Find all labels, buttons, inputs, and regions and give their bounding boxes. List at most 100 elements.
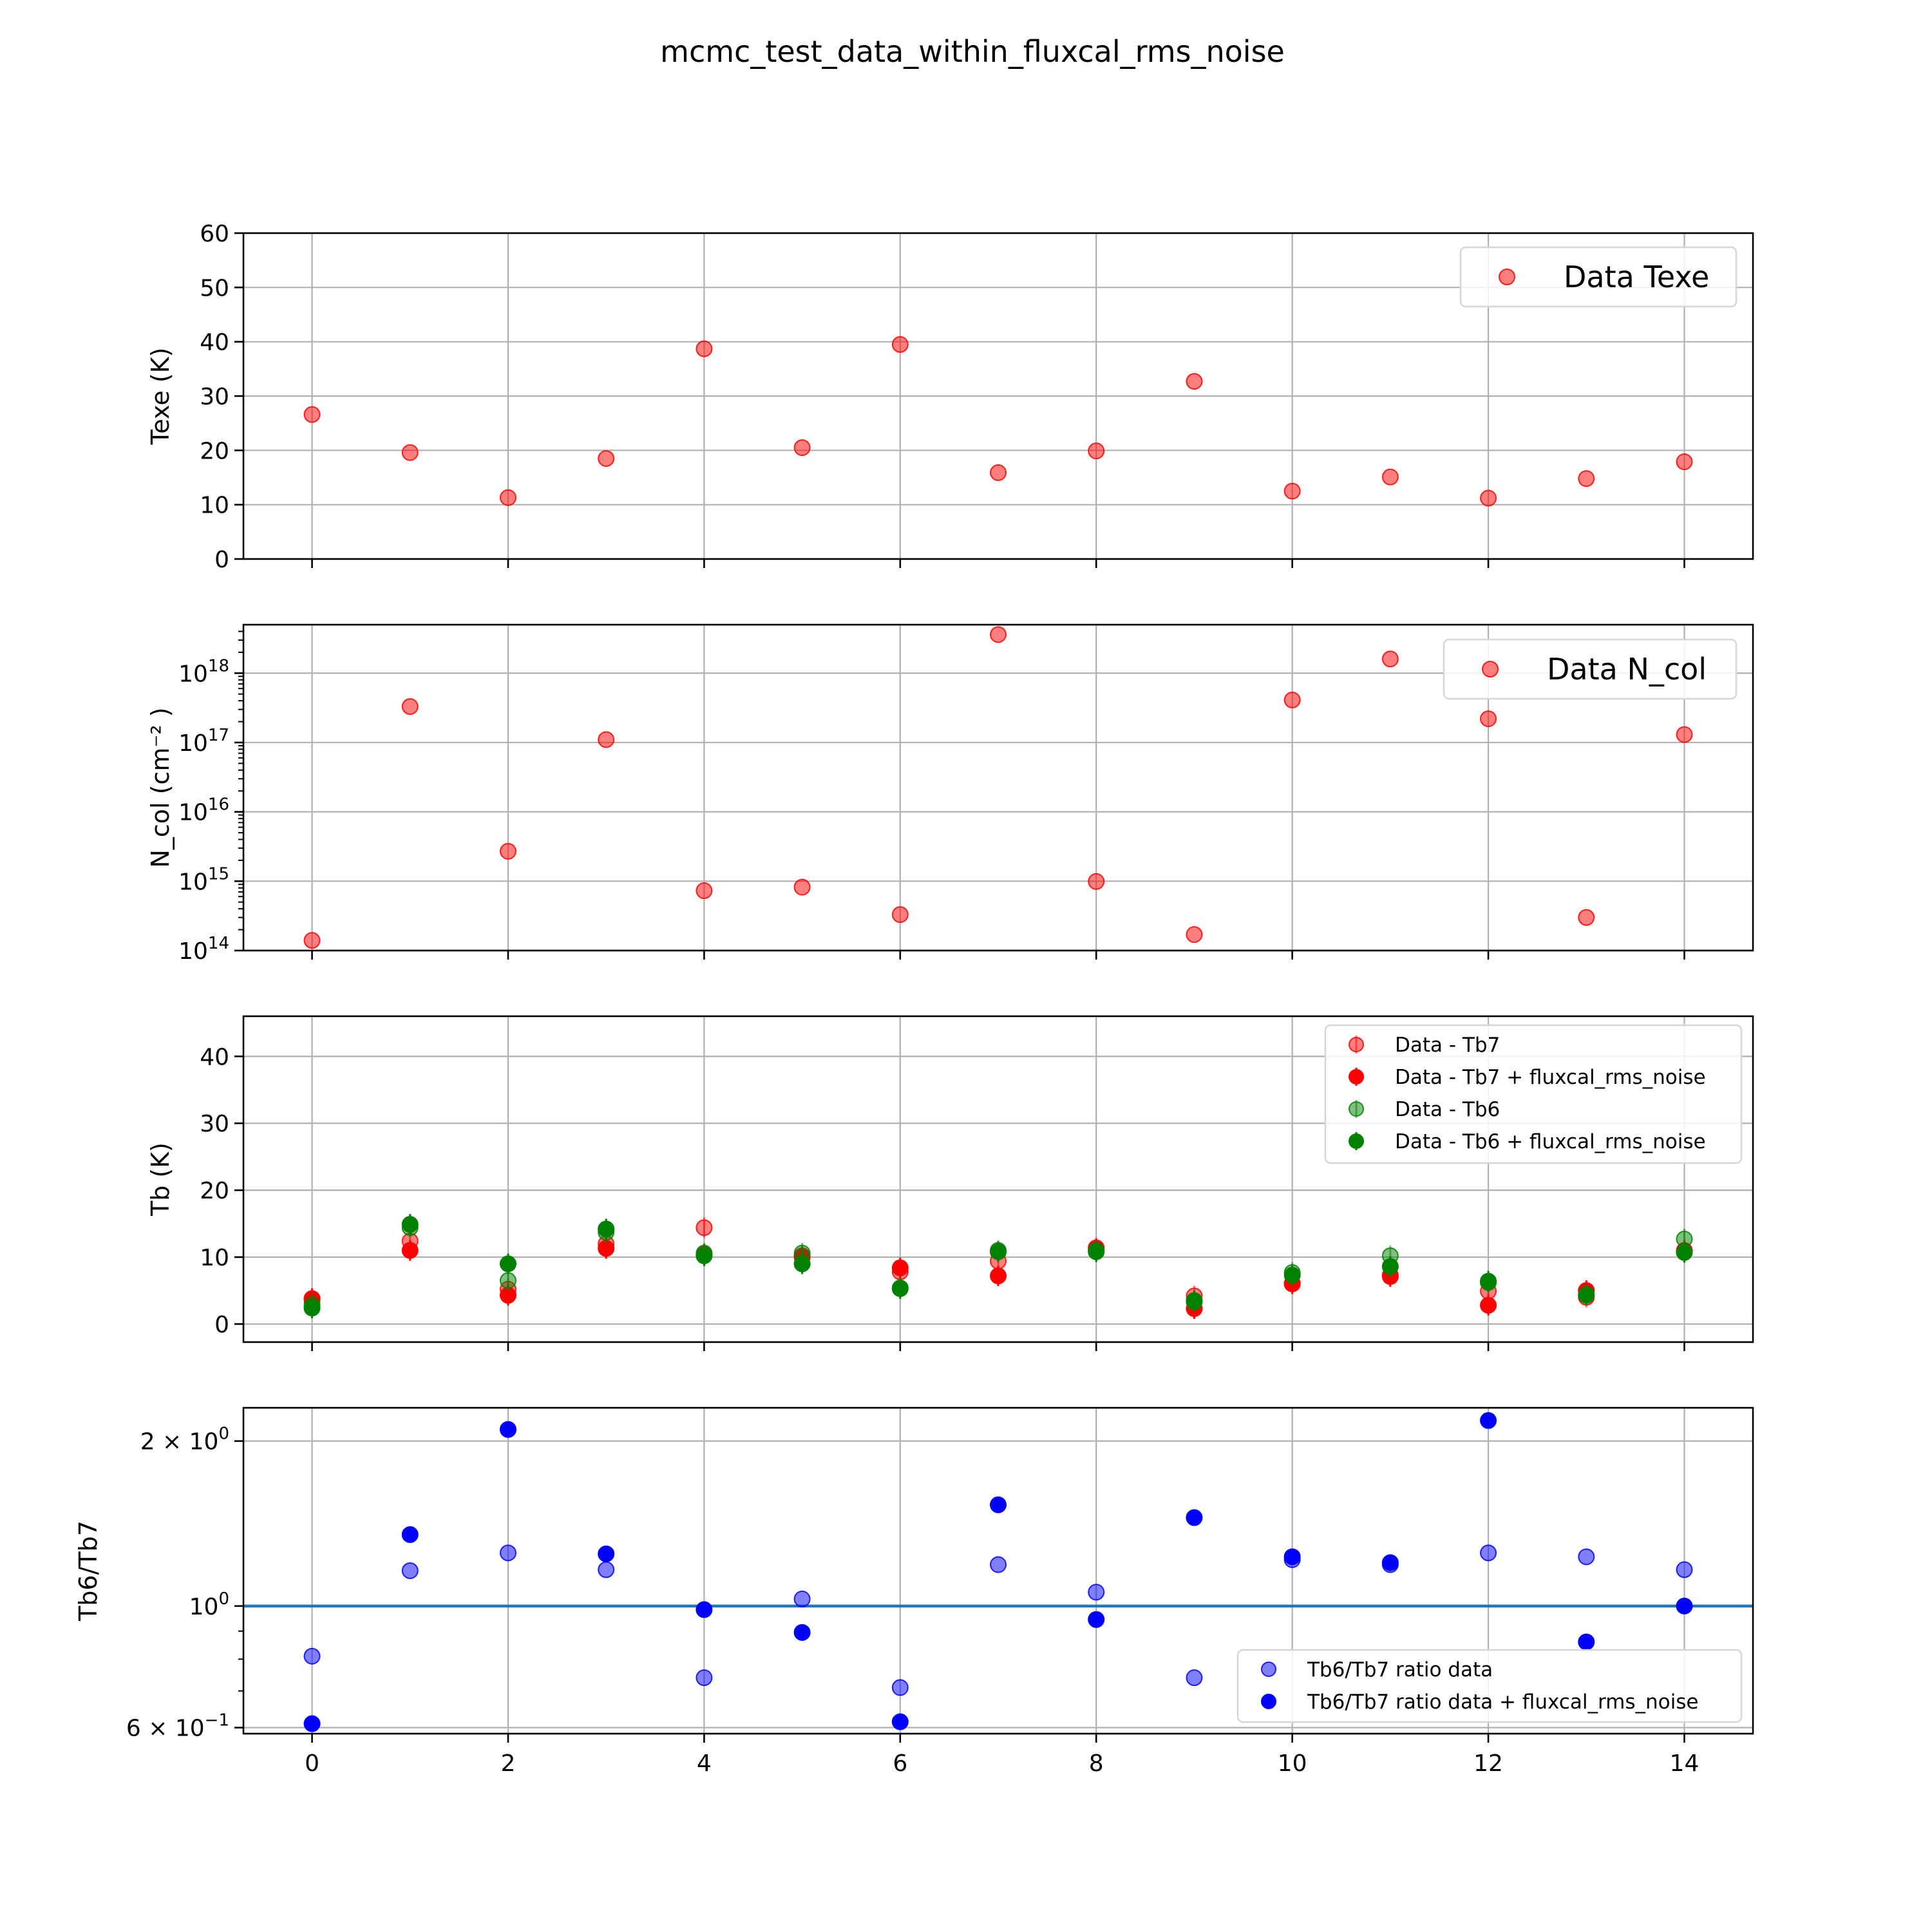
y-tick-label: 2 × 100 xyxy=(140,1425,229,1455)
subplot-4: 0 2 4 6 8 10 12 14 6 × 10−1 100 2 × 100 Tb6/Tb7 Tb6/… xyxy=(74,1406,1754,1777)
data-point xyxy=(793,878,811,896)
y-tick-label: 20 xyxy=(200,438,229,464)
data-point xyxy=(598,731,615,748)
legend: Data N_col xyxy=(1443,638,1738,700)
data-point xyxy=(303,406,321,423)
data-point xyxy=(990,464,1007,481)
y-tick-label: 100 xyxy=(189,1589,229,1620)
x-tick-label: 8 xyxy=(1089,1750,1104,1777)
y-tick-label: 40 xyxy=(200,1044,229,1070)
data-point xyxy=(598,1561,615,1578)
data-point xyxy=(793,439,811,457)
x-tick-label: 2 xyxy=(501,1750,516,1777)
data-point xyxy=(499,1421,516,1438)
data-point xyxy=(990,626,1007,643)
data-point xyxy=(696,1669,713,1687)
data-point xyxy=(1381,1554,1399,1571)
data-point xyxy=(1186,1292,1203,1309)
figure-title: mcmc_test_data_within_fluxcal_rms_noise xyxy=(660,34,1285,69)
legend-marker xyxy=(1261,1662,1276,1677)
data-point xyxy=(598,1220,615,1238)
data-point xyxy=(303,1300,321,1317)
legend-label: Data - Tb7 xyxy=(1395,1034,1500,1057)
legend: Data - Tb7 Data - Tb7 + fluxcal_rms_noise… xyxy=(1324,1024,1743,1164)
data-point xyxy=(1381,1258,1399,1275)
y-tick-label: 1014 xyxy=(178,934,229,965)
data-point xyxy=(598,450,615,467)
y-tick-label: 30 xyxy=(200,1111,229,1137)
data-point xyxy=(1578,1633,1595,1651)
legend: Data Texe xyxy=(1459,246,1738,308)
data-point xyxy=(1578,470,1595,488)
data-point xyxy=(303,932,321,949)
legend-label: Data Texe xyxy=(1564,260,1709,294)
y-axis-label: N_col (cm⁻² ) xyxy=(146,707,175,867)
legend-label: Tb6/Tb7 ratio data xyxy=(1307,1658,1493,1681)
data-point xyxy=(1480,1412,1497,1429)
data-point xyxy=(1676,1597,1693,1615)
data-point xyxy=(1283,1267,1301,1284)
data-point xyxy=(1088,442,1105,460)
series-1 xyxy=(303,336,1693,507)
data-point xyxy=(696,1601,713,1618)
x-tick-label: 0 xyxy=(305,1750,319,1777)
y-tick-label: 1018 xyxy=(178,656,229,687)
legend-box xyxy=(1324,1024,1743,1164)
data-point xyxy=(891,1679,909,1696)
data-point xyxy=(499,1255,516,1273)
y-axis-label: Tb (K) xyxy=(146,1142,175,1217)
legend-box xyxy=(1236,1649,1743,1723)
minor-ticks xyxy=(238,630,243,931)
y-tick-label: 6 × 10−1 xyxy=(126,1711,229,1742)
x-tick-label: 10 xyxy=(1278,1750,1307,1777)
y-tick-label: 1016 xyxy=(178,795,229,826)
legend-label: Data - Tb6 xyxy=(1395,1098,1500,1121)
data-point xyxy=(1480,1544,1497,1562)
y-axis-label: Tb6/Tb7 xyxy=(74,1520,102,1622)
series-1 xyxy=(303,626,1693,949)
data-point xyxy=(1578,909,1595,926)
data-point xyxy=(696,882,713,900)
legend-box xyxy=(1443,638,1738,700)
data-point xyxy=(1578,1548,1595,1566)
data-point xyxy=(401,444,419,461)
axes-frame xyxy=(242,1406,1754,1735)
data-point xyxy=(1676,453,1693,471)
data-point xyxy=(696,1219,713,1236)
legend-label: Data - Tb6 + fluxcal_rms_noise xyxy=(1395,1130,1706,1153)
data-point xyxy=(401,1562,419,1579)
data-point xyxy=(499,1272,516,1289)
data-point xyxy=(1480,710,1497,728)
axes-frame xyxy=(242,623,1754,952)
data-point xyxy=(1186,1509,1203,1526)
data-point xyxy=(891,336,909,353)
data-point xyxy=(696,1247,713,1264)
y-tick-label: 10 xyxy=(200,1245,229,1271)
data-point xyxy=(891,1280,909,1297)
data-point xyxy=(891,906,909,923)
data-point xyxy=(891,1259,909,1276)
x-tick-label: 14 xyxy=(1670,1750,1700,1777)
x-tick-label: 12 xyxy=(1473,1750,1503,1777)
data-point xyxy=(1381,468,1399,486)
data-point xyxy=(1676,726,1693,743)
y-tick-label: 1015 xyxy=(178,864,229,895)
axes-frame xyxy=(242,1015,1754,1343)
y-tick-label: 1017 xyxy=(178,726,229,757)
legend-marker xyxy=(1349,1069,1364,1084)
legend-marker xyxy=(1349,1037,1364,1052)
legend-marker xyxy=(1261,1694,1276,1709)
data-point xyxy=(1480,1296,1497,1314)
data-point xyxy=(499,489,516,506)
data-point xyxy=(1381,650,1399,668)
series-1 xyxy=(303,1544,1693,1696)
data-point xyxy=(1578,1287,1595,1304)
legend: Tb6/Tb7 ratio data Tb6/Tb7 ratio data + f… xyxy=(1236,1649,1743,1723)
legend-marker xyxy=(1499,269,1515,285)
legend-label: Data N_col xyxy=(1547,652,1707,687)
legend-marker xyxy=(1482,661,1499,677)
x-tick-label: 4 xyxy=(697,1750,712,1777)
